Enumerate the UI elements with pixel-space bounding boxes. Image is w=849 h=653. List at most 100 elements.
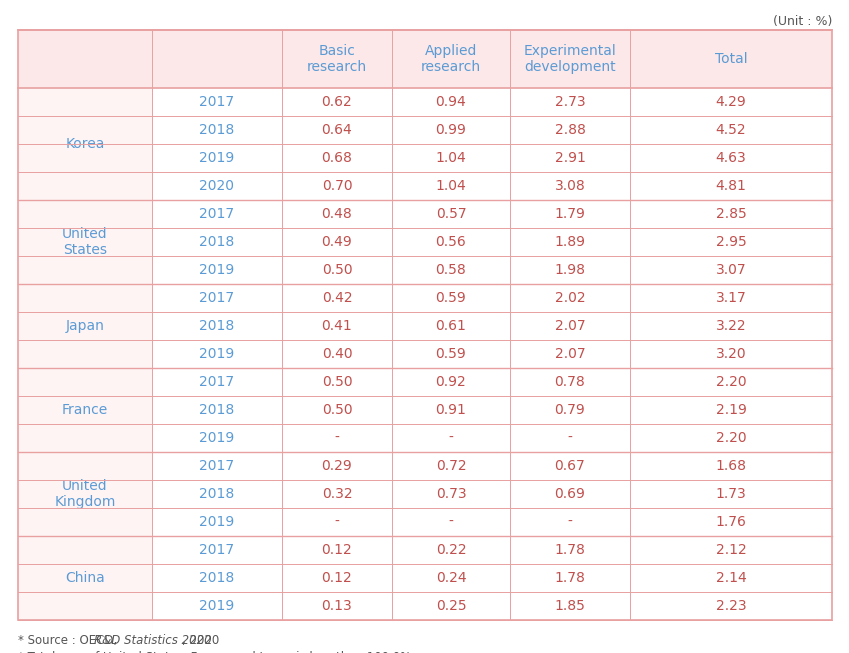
Bar <box>18 116 832 144</box>
Text: 2019: 2019 <box>200 515 234 529</box>
Text: 0.48: 0.48 <box>322 207 352 221</box>
Text: -: - <box>448 515 453 529</box>
Bar <box>18 368 152 452</box>
Bar <box>18 396 832 424</box>
Text: 0.70: 0.70 <box>322 179 352 193</box>
Text: 0.50: 0.50 <box>322 263 352 277</box>
Text: 0.91: 0.91 <box>436 403 466 417</box>
Text: -: - <box>335 431 340 445</box>
Text: 3.22: 3.22 <box>716 319 746 333</box>
Text: China: China <box>65 571 105 585</box>
Text: * Total sum of United States, France and Japan is less than 100.0%: * Total sum of United States, France and… <box>18 651 411 653</box>
Text: 0.56: 0.56 <box>436 235 466 249</box>
Text: 0.12: 0.12 <box>322 543 352 557</box>
Text: 0.59: 0.59 <box>436 291 466 305</box>
Bar <box>18 172 832 200</box>
Text: 0.50: 0.50 <box>322 403 352 417</box>
Bar <box>18 228 832 256</box>
Bar <box>18 88 832 116</box>
Text: 0.49: 0.49 <box>322 235 352 249</box>
Bar <box>18 312 832 340</box>
Bar <box>18 592 832 620</box>
Text: 0.57: 0.57 <box>436 207 466 221</box>
Bar <box>18 452 832 480</box>
Text: 2017: 2017 <box>200 543 234 557</box>
Text: 2017: 2017 <box>200 459 234 473</box>
Text: 2018: 2018 <box>200 487 234 501</box>
Text: 2019: 2019 <box>200 599 234 613</box>
Text: 1.04: 1.04 <box>436 151 466 165</box>
Text: 0.58: 0.58 <box>436 263 466 277</box>
Text: France: France <box>62 403 108 417</box>
Text: 0.59: 0.59 <box>436 347 466 361</box>
Bar <box>18 564 832 592</box>
Text: 1.85: 1.85 <box>554 599 586 613</box>
Text: R&D Statistics 2020: R&D Statistics 2020 <box>94 634 211 647</box>
Text: 2.14: 2.14 <box>716 571 746 585</box>
Text: 0.62: 0.62 <box>322 95 352 109</box>
Bar <box>18 88 152 200</box>
Text: 2019: 2019 <box>200 151 234 165</box>
Text: United
Kingdom: United Kingdom <box>54 479 115 509</box>
Bar <box>18 508 832 536</box>
Text: 2018: 2018 <box>200 123 234 137</box>
Text: Japan: Japan <box>65 319 104 333</box>
Text: 2.23: 2.23 <box>716 599 746 613</box>
Text: 0.72: 0.72 <box>436 459 466 473</box>
Text: 1.79: 1.79 <box>554 207 586 221</box>
Text: 2.91: 2.91 <box>554 151 586 165</box>
Text: 2.95: 2.95 <box>716 235 746 249</box>
Text: 0.40: 0.40 <box>322 347 352 361</box>
Text: 2020: 2020 <box>200 179 234 193</box>
Text: 1.04: 1.04 <box>436 179 466 193</box>
Text: 2017: 2017 <box>200 291 234 305</box>
Text: 0.68: 0.68 <box>322 151 352 165</box>
Bar <box>18 200 832 228</box>
Bar <box>18 144 832 172</box>
Bar <box>18 284 832 312</box>
Text: 0.69: 0.69 <box>554 487 586 501</box>
Text: 1.76: 1.76 <box>716 515 746 529</box>
Text: 2017: 2017 <box>200 95 234 109</box>
Text: 2.07: 2.07 <box>554 319 585 333</box>
Bar <box>18 480 832 508</box>
Bar <box>18 30 832 88</box>
Bar <box>18 200 152 284</box>
Text: -: - <box>448 431 453 445</box>
Text: United
States: United States <box>62 227 108 257</box>
Text: 4.29: 4.29 <box>716 95 746 109</box>
Text: 3.08: 3.08 <box>554 179 585 193</box>
Text: 0.25: 0.25 <box>436 599 466 613</box>
Text: 4.52: 4.52 <box>716 123 746 137</box>
Text: Basic
research: Basic research <box>307 44 367 74</box>
Text: 2.12: 2.12 <box>716 543 746 557</box>
Text: 1.73: 1.73 <box>716 487 746 501</box>
Bar <box>18 424 832 452</box>
Text: 0.79: 0.79 <box>554 403 585 417</box>
Bar <box>18 536 832 564</box>
Bar <box>18 340 832 368</box>
Text: 0.67: 0.67 <box>554 459 585 473</box>
Text: 2.07: 2.07 <box>554 347 585 361</box>
Text: 1.89: 1.89 <box>554 235 586 249</box>
Text: 1.78: 1.78 <box>554 571 586 585</box>
Text: Total: Total <box>715 52 747 66</box>
Text: Korea: Korea <box>65 137 104 151</box>
Text: * Source : OECD,: * Source : OECD, <box>18 634 121 647</box>
Bar <box>18 536 152 620</box>
Text: 0.12: 0.12 <box>322 571 352 585</box>
Text: 0.24: 0.24 <box>436 571 466 585</box>
Text: 2.02: 2.02 <box>554 291 585 305</box>
Text: , 2020: , 2020 <box>182 634 219 647</box>
Text: 0.64: 0.64 <box>322 123 352 137</box>
Text: 0.94: 0.94 <box>436 95 466 109</box>
Text: 2.20: 2.20 <box>716 431 746 445</box>
Text: 0.73: 0.73 <box>436 487 466 501</box>
Text: 2019: 2019 <box>200 347 234 361</box>
Text: 0.41: 0.41 <box>322 319 352 333</box>
Text: 2018: 2018 <box>200 403 234 417</box>
Text: 1.68: 1.68 <box>716 459 746 473</box>
Text: 0.13: 0.13 <box>322 599 352 613</box>
Text: 3.07: 3.07 <box>716 263 746 277</box>
Bar <box>18 452 152 536</box>
